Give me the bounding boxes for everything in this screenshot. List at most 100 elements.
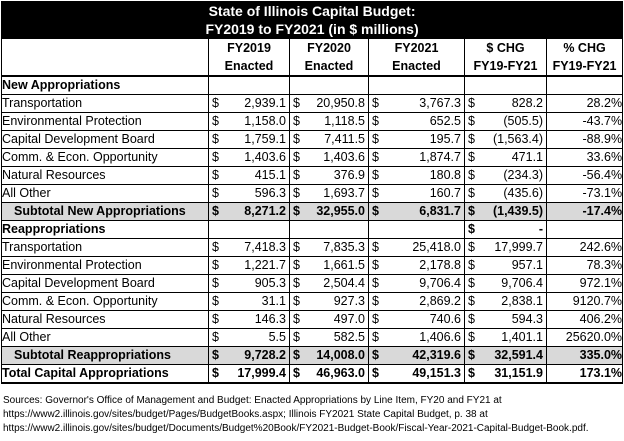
amount: 740.6 <box>429 312 461 326</box>
currency-symbol: $ <box>293 312 300 326</box>
money-value: $594.3 <box>466 312 546 328</box>
table-row: Comm. & Econ. Opportunity $31.1 $927.3 $2,8… <box>1 292 624 311</box>
dollar-change-cell: $ (435.6) <box>464 184 547 203</box>
currency-symbol: $ <box>372 312 379 326</box>
section-label: New Appropriations <box>1 75 209 95</box>
fy2019-cell: $9,728.2 <box>208 346 290 365</box>
money-value: $1,406.6 <box>370 330 464 346</box>
sources-line: https://www2.illinois.gov/sites/budget/P… <box>3 409 488 420</box>
currency-symbol: $ <box>212 330 219 344</box>
money-value: $32,955.0 <box>291 204 368 220</box>
percent-change-cell: 9120.7% <box>545 292 624 311</box>
amount: (435.6) <box>503 186 543 200</box>
currency-symbol: $ <box>468 240 475 254</box>
dollar-change-cell: $ (1,439.5) <box>464 202 547 221</box>
money-value: $8,271.2 <box>210 204 289 220</box>
fy2019-cell: $905.3 <box>208 274 290 293</box>
dollar-change-cell: $828.2 <box>464 94 547 113</box>
header-fy2019-line1: FY2019 <box>208 38 290 57</box>
amount: 1,661.5 <box>323 258 365 272</box>
row-label: Comm. & Econ. Opportunity <box>1 148 209 167</box>
table-row: Transportation $2,939.1 $20,950.8 $3,767.3 $… <box>1 94 624 113</box>
title-line-2: FY2019 to FY2021 (in $ millions) <box>205 21 419 37</box>
amount: 9,728.2 <box>244 348 286 362</box>
currency-symbol: $ <box>293 204 300 218</box>
money-value: $1,661.5 <box>291 258 368 274</box>
currency-symbol: $ <box>293 150 300 164</box>
amount: (505.5) <box>503 114 543 128</box>
header-fy2021-line2: Enacted <box>368 57 465 77</box>
row-label: Natural Resources <box>1 310 209 329</box>
header-blank <box>1 38 209 57</box>
money-value: $927.3 <box>291 294 368 310</box>
currency-symbol: $ <box>212 258 219 272</box>
currency-symbol: $ <box>372 276 379 290</box>
fy2021-cell: $652.5 <box>368 112 465 131</box>
fy2021-cell: $1,874.7 <box>368 148 465 167</box>
money-value: $7,835.3 <box>291 240 368 256</box>
currency-symbol: $ <box>372 150 379 164</box>
amount: 1,693.7 <box>323 186 365 200</box>
fy2020-cell: $1,693.7 <box>289 184 369 203</box>
amount: 471.1 <box>511 150 543 164</box>
money-value: $9,706.4 <box>466 276 546 292</box>
amount: (1,439.5) <box>492 204 543 218</box>
money-value: $49,151.3 <box>370 365 464 381</box>
title-row: State of Illinois Capital Budget: FY2019… <box>0 1 624 39</box>
percent-change-cell: -73.1% <box>545 184 624 203</box>
fy2020-cell: $2,504.4 <box>289 274 369 293</box>
section-reappropriations: Reappropriations $ - <box>1 220 624 239</box>
section-label: Reappropriations <box>1 220 209 239</box>
table-row: Capital Development Board $1,759.1 $7,411.… <box>1 130 624 149</box>
currency-symbol: $ <box>372 204 379 218</box>
currency-symbol: $ <box>293 276 300 290</box>
fy2020-cell: $927.3 <box>289 292 369 311</box>
row-label: Subtotal Reappropriations <box>1 346 209 365</box>
currency-symbol: $ <box>372 132 379 146</box>
fy2019-cell: $596.3 <box>208 184 290 203</box>
percent-change-cell: -17.4% <box>545 202 624 221</box>
currency-symbol: $ <box>372 96 379 110</box>
currency-symbol: $ <box>212 114 219 128</box>
currency-symbol: $ <box>372 366 379 380</box>
dollar-change-cell: $594.3 <box>464 310 547 329</box>
amount: 25,418.0 <box>412 240 461 254</box>
amount: 31.1 <box>261 294 286 308</box>
currency-symbol: $ <box>372 240 379 254</box>
row-label: Capital Development Board <box>1 130 209 149</box>
money-value: $17,999.4 <box>210 365 289 381</box>
money-value: $596.3 <box>210 186 289 202</box>
amount: 2,178.8 <box>419 258 461 272</box>
header-fy2020-line1: FY2020 <box>289 38 369 57</box>
amount: 46,963.0 <box>316 366 365 380</box>
amount: 32,591.4 <box>494 348 543 362</box>
money-value: $ (1,439.5) <box>466 204 546 220</box>
amount: 146.3 <box>254 312 286 326</box>
row-label: Subtotal New Appropriations <box>1 202 209 221</box>
money-value: $7,411.5 <box>291 132 368 148</box>
money-value: $7,418.3 <box>210 240 289 256</box>
header-chg-line2: FY19-FY21 <box>464 57 547 77</box>
fy2020-cell: $7,835.3 <box>289 238 369 257</box>
currency-symbol: $ <box>468 204 475 218</box>
amount: 376.9 <box>333 168 365 182</box>
fy2020-cell: $497.0 <box>289 310 369 329</box>
table-row: Natural Resources $415.1 $376.9 $180.8 $ (234… <box>1 166 624 185</box>
currency-symbol: $ <box>372 330 379 344</box>
fy2019-cell <box>208 220 290 239</box>
money-value: $160.7 <box>370 186 464 202</box>
header-pct-line1: % CHG <box>545 38 624 57</box>
dollar-change-cell: $ (505.5) <box>464 112 547 131</box>
amount: 7,418.3 <box>244 240 286 254</box>
fy2021-cell: $195.7 <box>368 130 465 149</box>
amount: 1,158.0 <box>244 114 286 128</box>
money-value: $5.5 <box>210 330 289 346</box>
percent-change-cell: 25620.0% <box>545 328 624 347</box>
fy2021-cell: $1,406.6 <box>368 328 465 347</box>
fy2019-cell: $8,271.2 <box>208 202 290 221</box>
currency-symbol: $ <box>468 312 475 326</box>
fy2019-cell: $1,759.1 <box>208 130 290 149</box>
percent-change-cell: 33.6% <box>545 148 624 167</box>
currency-symbol: $ <box>212 204 219 218</box>
amount: 1,874.7 <box>419 150 461 164</box>
